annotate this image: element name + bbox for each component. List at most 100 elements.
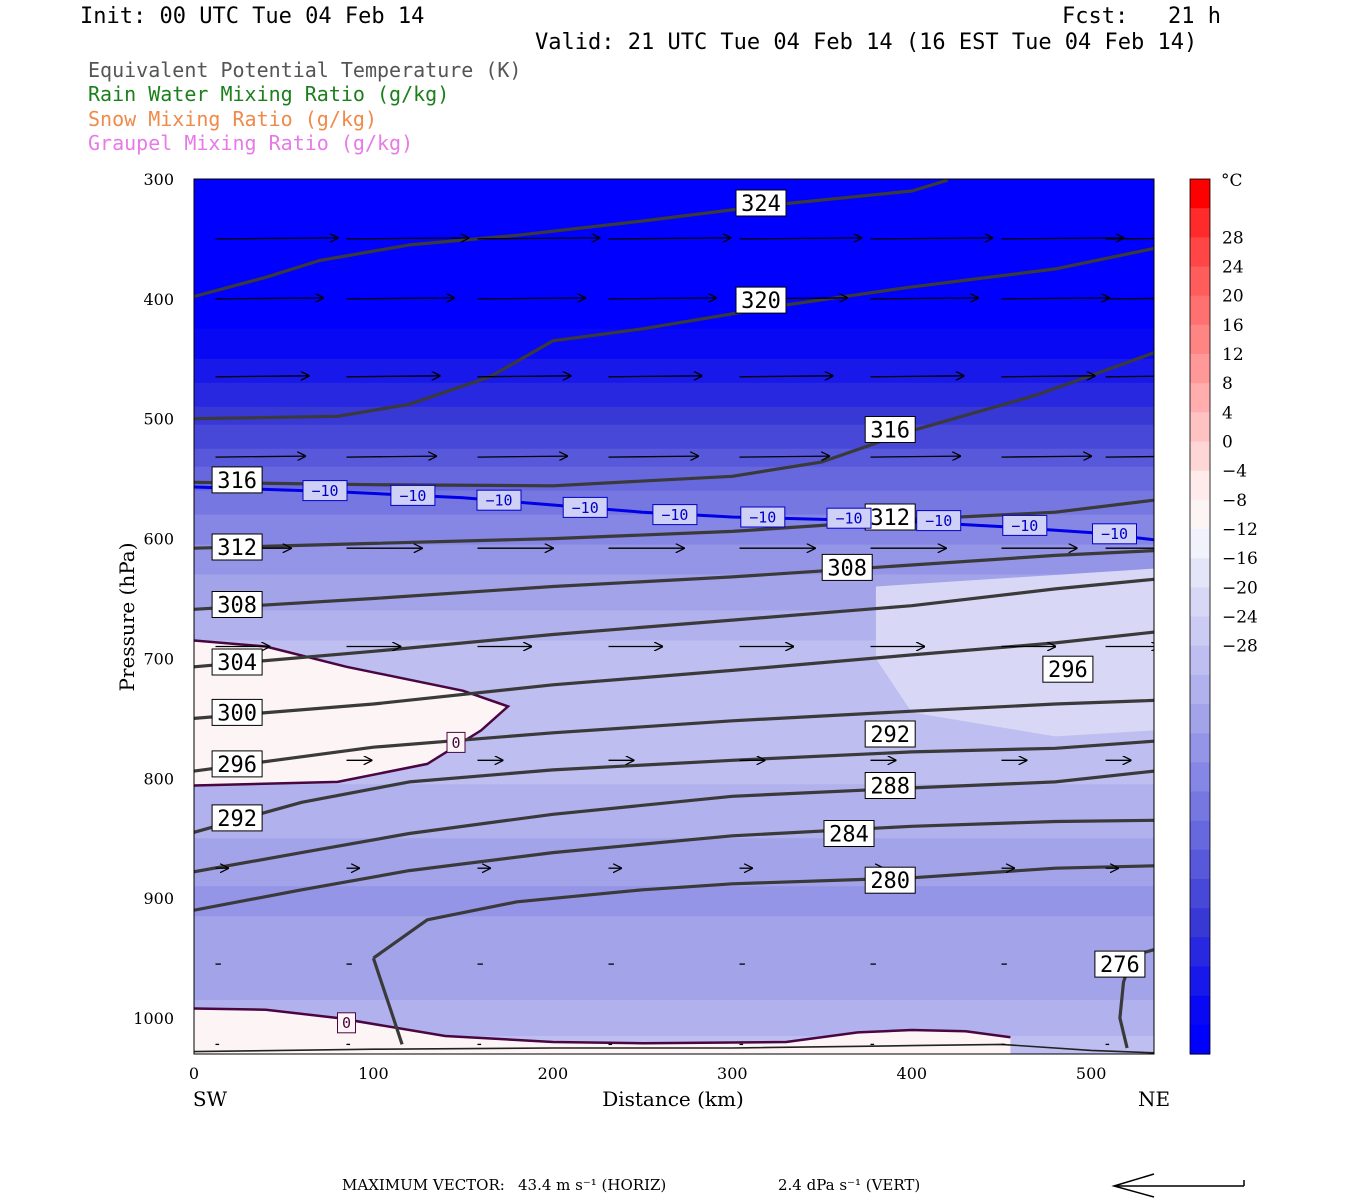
colorbar-swatch <box>1190 820 1210 851</box>
temperature-band <box>194 610 1154 618</box>
theta-e-label: 324 <box>735 189 787 217</box>
wind-vector <box>215 376 309 377</box>
temperature-band <box>194 232 1154 240</box>
colorbar-swatch <box>1190 558 1210 588</box>
colorbar-tick-label: 0 <box>1222 433 1233 453</box>
theta-e-label: 276 <box>1094 950 1146 978</box>
theta-e-label: 304 <box>211 648 263 676</box>
colorbar-tick-label: 16 <box>1222 316 1244 336</box>
colorbar-tick-label: 4 <box>1222 403 1233 423</box>
wind-vector <box>1105 375 1154 378</box>
temperature-band <box>194 922 1154 929</box>
temperature-band <box>194 244 1154 252</box>
x-tick-label: 500 <box>1076 1064 1107 1083</box>
axes: 300 400 500 600 700 800 900 1000 0 100 200 300 400 50… <box>115 170 1170 1111</box>
colorbar-swatch <box>1190 908 1210 938</box>
isotherm-minus10-label: −10 <box>562 496 608 518</box>
reference-vector-arrow <box>1111 1173 1245 1198</box>
temperature-band <box>194 808 1154 815</box>
colorbar-swatch <box>1190 704 1210 734</box>
label-text: 0 <box>451 734 460 752</box>
temperature-band <box>194 454 1154 462</box>
isotherm-minus10-label: −10 <box>652 504 698 526</box>
temperature-band <box>194 952 1154 959</box>
temperature-band <box>194 682 1154 689</box>
temperature-band <box>194 358 1154 366</box>
legend-theta-e: Equivalent Potential Temperature (K) <box>88 58 522 82</box>
theta-e-contour <box>194 818 1154 912</box>
label-text: −10 <box>835 510 862 528</box>
colorbar-tick-label: −16 <box>1222 549 1258 569</box>
label-box <box>735 189 787 217</box>
temperature-band <box>194 976 1154 983</box>
label-box <box>864 416 916 443</box>
theta-e-label: 312 <box>211 533 263 561</box>
colorbar-tick-label: −8 <box>1222 491 1247 511</box>
colorbar-swatch <box>1190 762 1210 793</box>
temperature-band <box>194 880 1154 887</box>
wind-vector <box>1001 376 1095 377</box>
label-box <box>390 484 436 506</box>
theta-e-contour <box>194 698 1154 773</box>
theta-e-label: 308 <box>211 591 263 618</box>
colorbar-swatch <box>1190 295 1210 326</box>
wind-vector <box>215 456 306 457</box>
label-box <box>916 510 962 532</box>
temperature-band <box>194 868 1154 875</box>
y-tick-label: 300 <box>143 170 174 189</box>
wind-vector <box>477 456 568 457</box>
temperature-band <box>194 370 1154 378</box>
theta-e-contour <box>194 246 1154 421</box>
theta-e-contour <box>194 769 1154 874</box>
colorbar-swatch <box>1190 587 1210 618</box>
temperature-band <box>194 364 1154 372</box>
theta-e-contour <box>194 577 1154 669</box>
label-text: 304 <box>217 651 257 676</box>
temperature-band <box>194 862 1154 869</box>
colorbar-swatch <box>1190 470 1210 501</box>
label-box <box>864 720 916 748</box>
y-tick-label: 400 <box>143 290 174 309</box>
temperature-fill <box>194 179 1154 1054</box>
temperature-band <box>194 197 1154 204</box>
temperature-band <box>194 772 1154 779</box>
wind-vector <box>1105 237 1154 240</box>
isotherm-minus10-label: −10 <box>916 510 962 532</box>
y-tick-label: 600 <box>143 530 174 549</box>
label-box <box>864 772 916 799</box>
temperature-band <box>194 916 1154 923</box>
theta-e-label: 316 <box>864 416 916 443</box>
temperature-band <box>194 1012 1154 1019</box>
label-text: −10 <box>485 492 512 510</box>
wind-vector <box>346 376 440 377</box>
temperature-band <box>194 820 1154 827</box>
colorbar-swatch <box>1190 966 1210 997</box>
temperature-band <box>194 910 1154 917</box>
theta-e-label: 296 <box>211 750 263 778</box>
temperature-band <box>194 268 1154 276</box>
colorbar-swatch <box>1190 529 1210 559</box>
theta-e-contour <box>194 351 1154 488</box>
temperature-band <box>194 766 1154 773</box>
temperature-band <box>194 754 1154 761</box>
colorbar-swatch <box>1190 937 1210 968</box>
label-text: −10 <box>399 487 426 505</box>
temperature-band <box>194 382 1154 390</box>
temperature-band <box>194 856 1154 863</box>
temperature-band <box>194 784 1154 791</box>
temperature-band <box>194 694 1154 701</box>
temperature-band <box>194 832 1154 839</box>
label-box <box>1092 523 1137 545</box>
temperature-band <box>194 550 1154 558</box>
x-tick-label: 200 <box>538 1064 569 1083</box>
temperature-band <box>194 256 1154 264</box>
colorbar: °C 28 24 20 16 12 8 4 0 −4 −8 −12 −16 −20 −24 −28 <box>1189 171 1258 1055</box>
temperature-band <box>194 304 1154 312</box>
label-text: 312 <box>870 506 910 531</box>
temperature-band <box>194 652 1154 660</box>
temperature-band <box>194 322 1154 330</box>
temperature-band <box>194 179 1154 186</box>
theta-e-label: 312 <box>864 503 916 531</box>
temperature-band <box>194 778 1154 785</box>
temperature-band <box>194 700 1154 707</box>
